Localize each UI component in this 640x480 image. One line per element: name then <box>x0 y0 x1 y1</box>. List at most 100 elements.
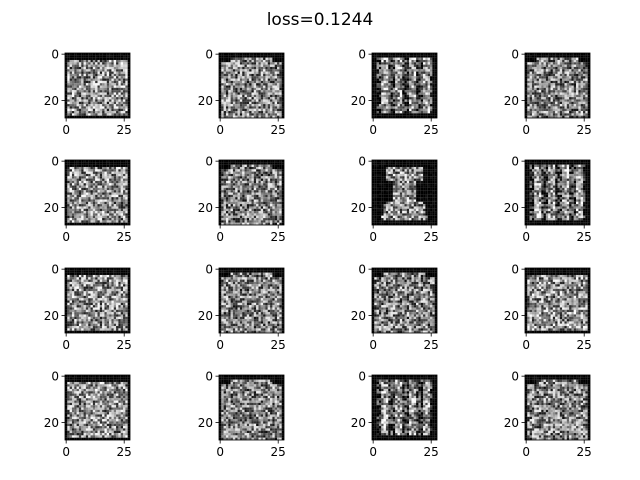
pixel <box>232 78 236 81</box>
pixel <box>97 104 100 107</box>
pixel <box>258 164 261 168</box>
pixel <box>260 185 264 188</box>
pixel <box>272 97 275 100</box>
pixel <box>88 192 91 195</box>
pixel <box>277 73 280 77</box>
pixel <box>399 166 403 170</box>
pixel <box>534 99 537 102</box>
pixel <box>376 162 380 165</box>
pixel <box>270 218 273 221</box>
pixel <box>74 101 77 105</box>
pixel <box>242 218 245 221</box>
pixel <box>111 69 114 72</box>
pixel <box>525 73 528 77</box>
pixel <box>427 97 431 100</box>
pixel <box>390 111 393 114</box>
pixel <box>253 62 257 65</box>
pixel <box>228 111 231 114</box>
x-tick-label: 25 <box>424 123 439 137</box>
pixel <box>538 76 542 79</box>
pixel <box>576 71 579 74</box>
pixel <box>420 101 424 105</box>
pixel <box>585 69 588 72</box>
pixel <box>258 222 261 226</box>
pixel <box>99 185 103 188</box>
pixel <box>274 83 278 86</box>
pixel <box>411 57 414 61</box>
pixel <box>545 53 549 56</box>
pixel <box>123 69 126 72</box>
pixel <box>223 55 227 58</box>
pixel <box>397 76 400 79</box>
pixel <box>372 87 375 91</box>
pixel <box>106 199 110 202</box>
pixel <box>263 115 266 119</box>
pixel <box>272 87 275 91</box>
pixel <box>99 92 103 95</box>
pixel <box>228 176 231 179</box>
pixel <box>576 59 579 63</box>
pixel <box>381 64 384 67</box>
pixel <box>111 101 114 105</box>
pixel <box>237 66 240 70</box>
pixel <box>92 201 96 205</box>
pixel <box>256 92 259 95</box>
pixel <box>538 99 542 102</box>
pixel <box>423 76 426 79</box>
pixel <box>219 71 222 74</box>
pixel <box>230 87 233 91</box>
pixel <box>88 69 91 72</box>
pixel <box>221 115 224 119</box>
pixel <box>566 69 570 72</box>
pixel <box>413 73 417 77</box>
pixel <box>585 99 588 102</box>
pixel <box>244 62 247 65</box>
pixel <box>564 97 567 100</box>
pixel <box>76 213 79 216</box>
pixel <box>237 99 240 102</box>
pixel <box>232 59 236 63</box>
pixel <box>118 201 121 205</box>
pixel <box>71 55 75 58</box>
pixel <box>381 90 384 93</box>
pixel <box>557 99 560 102</box>
pixel <box>219 171 222 174</box>
pixel <box>378 171 382 174</box>
pixel <box>372 111 375 114</box>
pixel <box>249 192 252 195</box>
pixel <box>423 62 426 65</box>
pixel <box>402 85 405 88</box>
pixel <box>111 192 114 195</box>
pixel <box>569 85 572 88</box>
pixel <box>118 106 121 109</box>
pixel <box>242 62 245 65</box>
pixel <box>230 55 233 58</box>
pixel <box>381 101 384 105</box>
pixel <box>125 87 128 91</box>
pixel <box>527 94 530 98</box>
pixel <box>385 59 389 63</box>
pixel <box>102 111 105 114</box>
pixel <box>385 104 389 107</box>
pixel <box>418 101 421 105</box>
pixel <box>427 80 431 84</box>
pixel <box>576 66 579 70</box>
pixel <box>583 104 586 107</box>
pixel <box>573 83 577 86</box>
pixel <box>372 176 375 179</box>
pixel <box>434 113 438 116</box>
pixel <box>413 80 417 84</box>
pixel <box>267 76 271 79</box>
pixel <box>69 62 73 65</box>
pixel <box>576 53 579 56</box>
pixel <box>237 76 240 79</box>
pixel <box>430 57 433 61</box>
pixel <box>244 78 247 81</box>
pixel <box>246 55 250 58</box>
pixel <box>97 169 100 172</box>
pixel <box>545 92 549 95</box>
pixel <box>564 92 567 95</box>
pixel <box>587 104 591 107</box>
pixel <box>409 90 412 93</box>
pixel <box>538 73 542 77</box>
